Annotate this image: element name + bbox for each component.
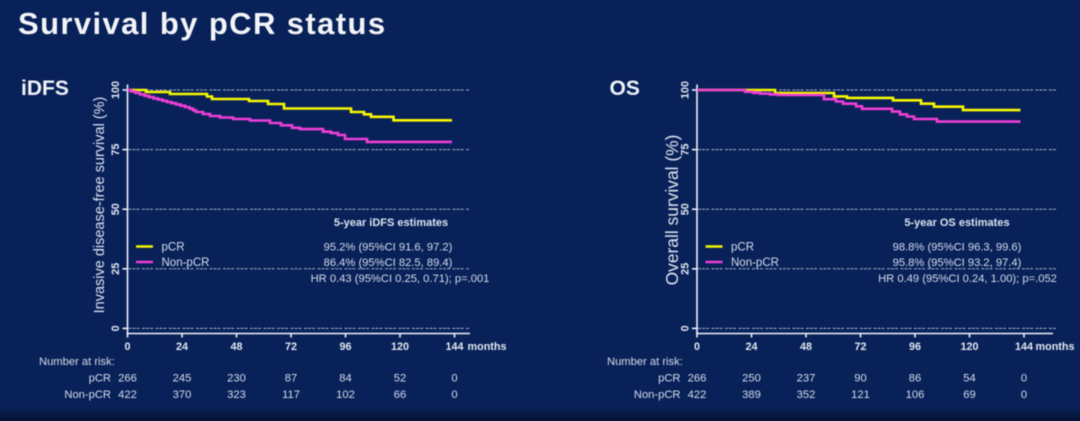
svg-text:pCR: pCR <box>162 242 185 254</box>
svg-text:75: 75 <box>680 144 692 156</box>
svg-text:422: 422 <box>688 389 707 401</box>
svg-text:72: 72 <box>285 341 297 353</box>
svg-text:Non-pCR: Non-pCR <box>634 389 681 401</box>
svg-text:50: 50 <box>680 203 692 215</box>
svg-text:0: 0 <box>1021 373 1027 385</box>
svg-text:Overall survival (%): Overall survival (%) <box>662 135 682 286</box>
svg-text:144: 144 <box>445 341 463 353</box>
svg-text:66: 66 <box>394 389 406 401</box>
svg-text:100: 100 <box>680 81 692 99</box>
svg-text:0: 0 <box>694 341 700 353</box>
svg-text:102: 102 <box>336 389 355 401</box>
svg-text:95.2% (95%CI 91.6, 97.2): 95.2% (95%CI 91.6, 97.2) <box>324 242 453 254</box>
svg-text:52: 52 <box>394 373 406 385</box>
svg-text:323: 323 <box>227 389 246 401</box>
svg-text:106: 106 <box>906 389 925 401</box>
svg-text:Invasive disease-free survival: Invasive disease-free survival (%) <box>92 97 108 314</box>
svg-text:Survival by pCR status: Survival by pCR status <box>18 6 386 41</box>
svg-text:87: 87 <box>285 373 297 385</box>
svg-text:HR 0.49 (95%CI 0.24, 1.00); p=: HR 0.49 (95%CI 0.24, 1.00); p=.052 <box>878 273 1057 285</box>
svg-text:iDFS: iDFS <box>21 77 69 100</box>
svg-text:Number at risk:: Number at risk: <box>607 356 683 368</box>
svg-text:0: 0 <box>451 373 457 385</box>
svg-text:months: months <box>1036 341 1075 353</box>
svg-text:25: 25 <box>680 263 692 275</box>
svg-text:389: 389 <box>742 389 761 401</box>
svg-text:48: 48 <box>800 341 812 353</box>
svg-text:90: 90 <box>854 373 866 385</box>
svg-text:422: 422 <box>118 389 137 401</box>
svg-text:72: 72 <box>854 341 866 353</box>
svg-text:OS: OS <box>610 77 640 100</box>
svg-text:Non-pCR: Non-pCR <box>64 389 111 401</box>
svg-text:98.8% (95%CI 96.3, 99.6): 98.8% (95%CI 96.3, 99.6) <box>893 242 1022 254</box>
svg-text:75: 75 <box>110 144 122 156</box>
svg-text:86: 86 <box>909 373 921 385</box>
svg-text:95.8% (95%CI 93.2, 97.4): 95.8% (95%CI 93.2, 97.4) <box>893 257 1022 269</box>
svg-text:5-year OS estimates: 5-year OS estimates <box>904 217 1009 229</box>
svg-text:86.4% (95%CI 82.5, 89.4): 86.4% (95%CI 82.5, 89.4) <box>324 257 453 269</box>
svg-text:Non-pCR: Non-pCR <box>162 257 210 269</box>
svg-text:0: 0 <box>680 325 692 331</box>
svg-text:pCR: pCR <box>89 373 111 385</box>
svg-text:237: 237 <box>797 373 816 385</box>
svg-text:96: 96 <box>339 341 351 353</box>
svg-text:120: 120 <box>391 341 409 353</box>
svg-text:96: 96 <box>909 341 921 353</box>
svg-text:250: 250 <box>742 373 761 385</box>
svg-text:50: 50 <box>110 203 122 215</box>
svg-text:24: 24 <box>176 341 188 353</box>
svg-text:266: 266 <box>688 373 707 385</box>
svg-text:Non-pCR: Non-pCR <box>731 257 779 269</box>
svg-text:245: 245 <box>173 373 192 385</box>
svg-text:5-year iDFS estimates: 5-year iDFS estimates <box>334 217 448 229</box>
svg-text:100: 100 <box>110 81 122 99</box>
svg-text:pCR: pCR <box>658 373 680 385</box>
svg-text:84: 84 <box>339 373 351 385</box>
svg-text:117: 117 <box>282 389 300 401</box>
svg-text:69: 69 <box>963 389 975 401</box>
svg-text:120: 120 <box>960 341 978 353</box>
svg-text:54: 54 <box>963 373 975 385</box>
svg-text:Number at risk:: Number at risk: <box>39 356 115 368</box>
svg-text:0: 0 <box>1021 389 1027 401</box>
svg-text:months: months <box>468 341 507 353</box>
svg-text:352: 352 <box>797 389 816 401</box>
svg-text:266: 266 <box>118 373 137 385</box>
svg-text:121: 121 <box>851 389 870 401</box>
svg-text:HR 0.43 (95%CI 0.25, 0.71); p=: HR 0.43 (95%CI 0.25, 0.71); p=.001 <box>311 273 490 285</box>
svg-text:0: 0 <box>451 389 457 401</box>
svg-text:25: 25 <box>110 263 122 275</box>
svg-text:pCR: pCR <box>731 242 754 254</box>
svg-text:370: 370 <box>173 389 192 401</box>
svg-text:0: 0 <box>124 341 130 353</box>
svg-text:144: 144 <box>1015 341 1033 353</box>
svg-text:24: 24 <box>745 341 757 353</box>
svg-text:0: 0 <box>110 325 122 331</box>
svg-text:48: 48 <box>230 341 242 353</box>
svg-text:230: 230 <box>227 373 246 385</box>
